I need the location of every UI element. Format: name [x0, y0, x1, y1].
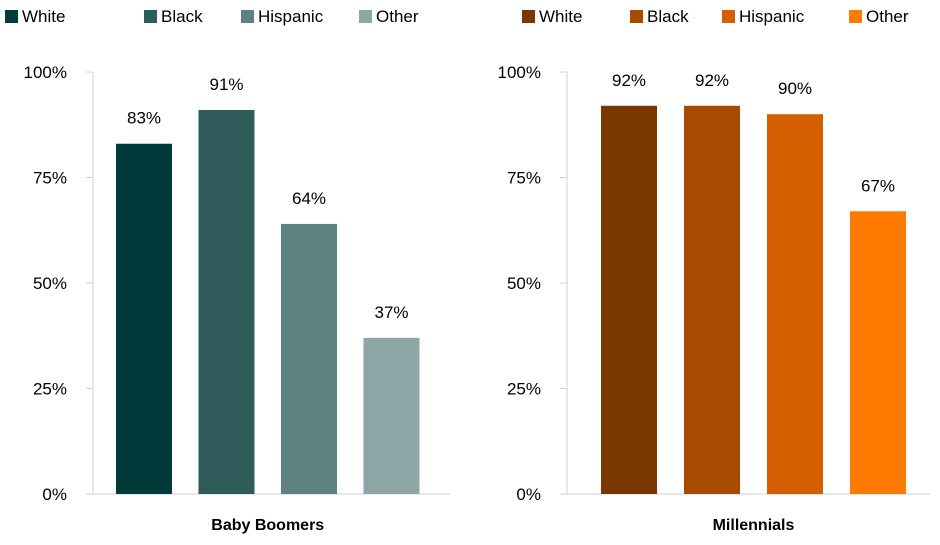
- legend-swatch-white: [522, 10, 535, 23]
- data-label-white: 92%: [612, 71, 646, 90]
- bar-other: [850, 211, 906, 494]
- bar-hispanic: [767, 114, 823, 494]
- data-label-white: 83%: [127, 109, 161, 128]
- y-tick-label: 100%: [498, 63, 541, 82]
- y-tick-label: 50%: [507, 274, 541, 293]
- y-tick-label: 0%: [42, 485, 67, 504]
- bar-other: [363, 337, 420, 494]
- x-axis-label: Baby Boomers: [211, 517, 324, 534]
- chart-panel-1: White Black Hispanic Other 0% 25% 50% 75% 100% 83…: [5, 7, 450, 534]
- y-tick-label: 75%: [33, 169, 67, 188]
- bar-hispanic: [281, 223, 337, 495]
- legend-label-white: White: [539, 7, 582, 26]
- legend-label-black: Black: [647, 7, 689, 26]
- legend-swatch-black: [630, 10, 643, 23]
- chart-panel-2: White Black Hispanic Other 0% 25% 50% 75% 100% 92…: [498, 7, 930, 534]
- data-label-hispanic: 64%: [292, 189, 326, 208]
- data-label-hispanic: 90%: [778, 79, 812, 98]
- legend-swatch-other: [359, 10, 372, 23]
- legend-label-other: Other: [866, 7, 909, 26]
- bar-white: [116, 143, 172, 495]
- data-label-black: 91%: [209, 75, 243, 94]
- legend-label-hispanic: Hispanic: [258, 7, 324, 26]
- y-tick-label: 0%: [516, 485, 541, 504]
- legend-swatch-hispanic: [241, 10, 254, 23]
- legend-swatch-black: [144, 10, 157, 23]
- y-tick-label: 75%: [507, 169, 541, 188]
- y-tick-label: 100%: [24, 63, 67, 82]
- data-label-other: 37%: [374, 303, 408, 322]
- y-tick-label: 25%: [507, 380, 541, 399]
- legend-label-black: Black: [161, 7, 203, 26]
- bar-black: [684, 105, 740, 494]
- y-tick-label: 25%: [33, 380, 67, 399]
- legend-label-other: Other: [376, 7, 419, 26]
- legend-label-white: White: [22, 7, 65, 26]
- legend-swatch-hispanic: [722, 10, 735, 23]
- bar-white: [601, 105, 657, 494]
- data-label-other: 67%: [861, 176, 895, 195]
- y-tick-label: 50%: [33, 274, 67, 293]
- legend-swatch-white: [5, 10, 18, 23]
- legend-swatch-other: [849, 10, 862, 23]
- legend-label-hispanic: Hispanic: [739, 7, 805, 26]
- bar-black: [198, 109, 255, 494]
- x-axis-label: Millennials: [713, 517, 795, 534]
- data-label-black: 92%: [695, 71, 729, 90]
